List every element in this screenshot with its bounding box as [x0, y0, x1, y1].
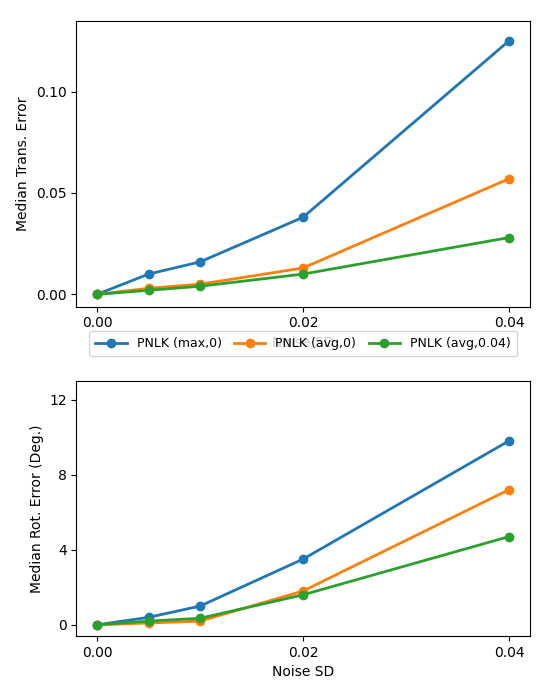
- Y-axis label: Median Rot. Error (Deg.): Median Rot. Error (Deg.): [29, 424, 44, 593]
- Legend: PNLK (max,0), PNLK (avg,0), PNLK (avg,0.04): PNLK (max,0), PNLK (avg,0), PNLK (avg,0.…: [89, 331, 517, 356]
- Y-axis label: Median Trans. Error: Median Trans. Error: [16, 96, 31, 231]
- X-axis label: Noise SD: Noise SD: [272, 666, 334, 679]
- X-axis label: Noise SD: Noise SD: [272, 336, 334, 350]
